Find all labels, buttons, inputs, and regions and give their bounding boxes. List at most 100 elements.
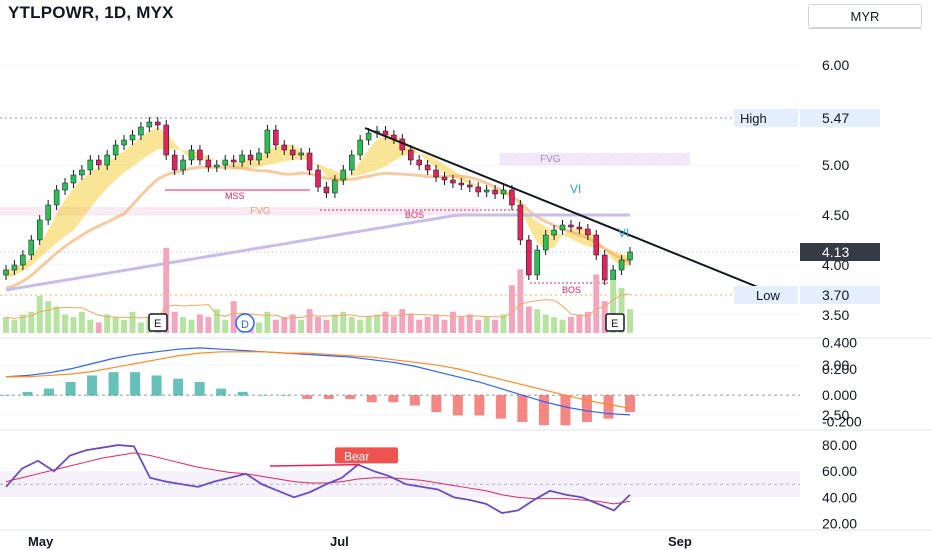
low-label: Low [756,288,780,303]
volume-bar [19,314,26,333]
volume-bar [180,317,187,333]
volume-bar [551,317,558,333]
price-tick-label: 3.50 [822,307,849,323]
volume-bar [137,322,144,333]
candle-body [188,149,195,161]
currency-selector[interactable]: MYR [808,4,922,28]
fvg-label-left: FVG [250,206,271,217]
volume-bar [62,314,69,333]
volume-bar [458,317,465,333]
macd-histogram-bar [517,395,528,422]
volume-bar [3,317,9,333]
macd-histogram-bar [259,395,270,396]
chart-title: YTLPOWR, 1D, MYX [8,3,174,22]
macd-histogram-bar [194,382,205,396]
candle-body [239,154,245,163]
dividend-marker [235,313,255,333]
candle-body [458,182,465,186]
volume-bar [374,314,381,333]
macd-histogram-bar [1,395,11,396]
descending-trendline [364,127,766,291]
macd-tick-label: -0.200 [822,413,862,429]
candle-body [585,228,591,236]
volume-bar [129,311,136,333]
candle-body [112,144,119,156]
candle-body [281,144,288,151]
macd-histogram-bar [495,395,506,419]
volume-bar [121,319,128,333]
candle-body [408,149,414,161]
macd-histogram-bar [302,395,313,399]
volume-bar [357,319,364,333]
macd-histogram-bar [173,378,184,396]
macd-histogram-bar [474,395,485,416]
macd-histogram-bar [388,395,399,403]
volume-bar [205,317,212,333]
price-tick-label: 3.00 [822,357,849,373]
volume-bar [416,319,423,333]
volume-bar [433,314,440,333]
volume-bar [95,322,102,333]
candle-body [155,121,161,126]
volume-ma-line [5,293,631,319]
candle-body [593,234,600,256]
candle-body [610,269,616,281]
volume-bar [559,319,566,333]
candle-body [129,134,136,141]
bear-label: Bear [344,449,369,463]
candle-body [483,189,490,193]
volume-bar [112,317,119,333]
volume-bar [230,301,237,333]
volume-bar [36,295,43,333]
volume-bar [627,309,633,333]
low-value: 3.70 [822,287,849,303]
bos-label-low: BOS [562,285,581,295]
macd-histogram-bar [345,395,356,399]
volume-bar [618,287,625,333]
volume-bar [323,319,330,333]
volume-bar [399,309,406,333]
volume-bar [466,314,473,333]
candle-body [601,254,608,281]
candle-body [382,130,389,136]
macd-histogram-bar [431,395,442,413]
vi-label-1: VI [570,182,581,196]
macd-histogram-bar [151,375,162,396]
macd-signal-line [6,351,631,409]
macd-histogram-bar [130,372,141,396]
candle-body [365,132,372,141]
rsi-tick-label: 20.00 [822,515,857,531]
macd-histogram-bar [538,395,549,426]
price-tick-label: 4.50 [822,207,849,223]
candle-body [96,159,102,166]
macd-histogram-bar [22,391,33,396]
candle-body [534,249,540,276]
low-label-bg [734,286,798,304]
volume-bar [272,319,279,333]
volume-bar [53,306,60,333]
candle-body [323,186,330,194]
candle-body [70,174,77,184]
volume-bar [70,317,77,333]
volume-bar [407,314,414,333]
macd-tick-label: 0.400 [822,335,857,351]
rsi-tick-label: 60.00 [822,463,857,479]
candle-body [568,224,574,228]
low-value-bg [800,286,880,304]
currency-divider [808,28,922,29]
volume-bar [196,314,203,333]
fvg-label-right: FVG [540,154,561,165]
earnings-marker-label: E [154,318,161,330]
candle-body [138,126,144,136]
earnings-marker [605,313,625,332]
rsi-line [5,444,631,514]
earnings-marker [148,313,168,332]
price-tick-label: 5.00 [822,157,849,173]
macd-histogram-bar [65,382,76,396]
candle-body [627,251,633,261]
candle-body [416,159,422,166]
volume-bar [289,314,296,333]
volume-bar [163,248,170,333]
candle-body [36,219,43,241]
